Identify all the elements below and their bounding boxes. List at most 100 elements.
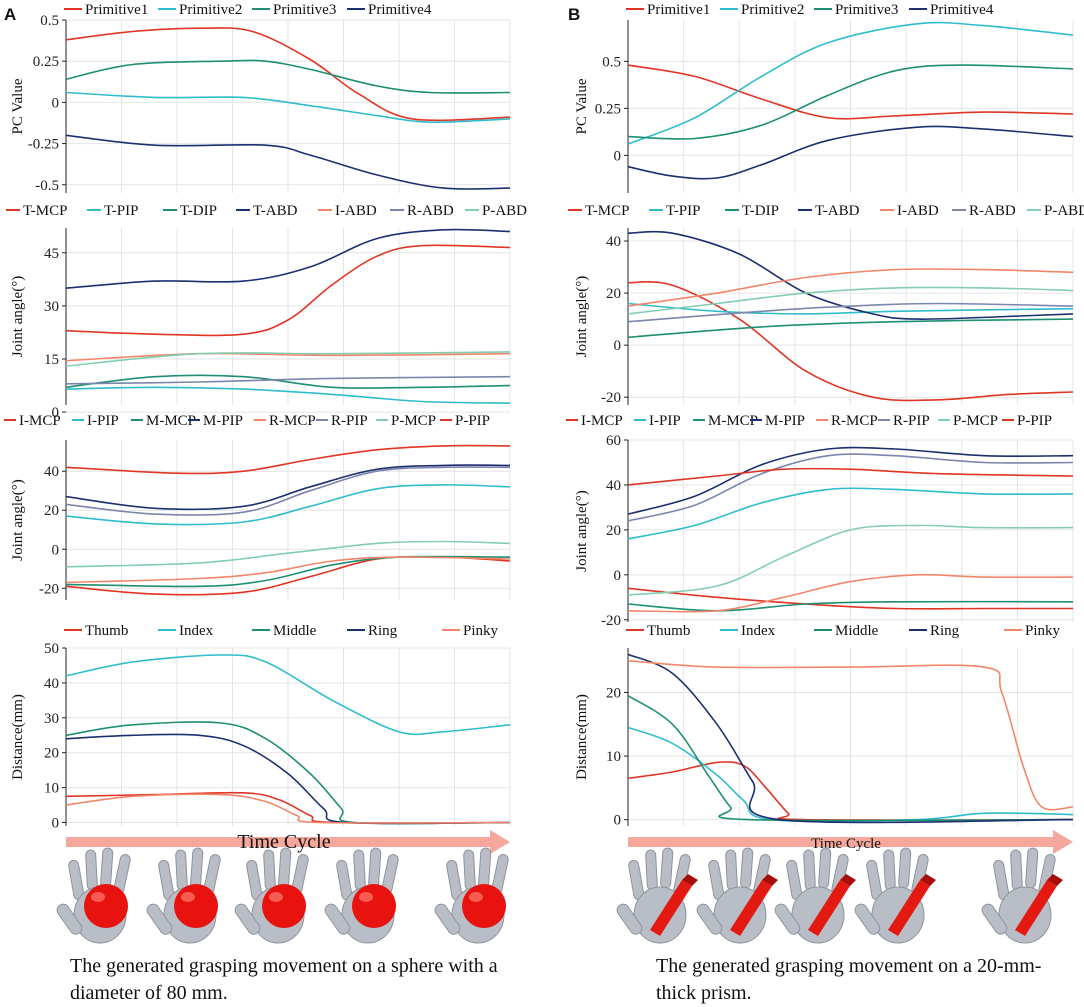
chart-a4: 50 40 30 20 10 0 Distance(mm) Thumb Index Middle R… [10,623,511,832]
hand-finger [1010,849,1023,891]
y-axis-label: Joint angle(°) [10,479,26,560]
y-tick-label: 40 [44,676,59,692]
hand-thumb [434,903,461,935]
legend-label: R-PIP [331,413,368,429]
time-arrow-shaft [66,837,492,847]
legend-label: R-ABD [407,203,454,219]
series-line-primitive2 [65,91,511,124]
legend-label: Ring [930,623,960,639]
legend-label: T-ABD [815,203,860,219]
y-tick-label: 30 [44,711,59,727]
hand-sphere-icon [234,847,309,944]
chart-a1: 0.5 0.25 0 -0.25 -0.5 PC Value Primitive1 Primi… [10,2,511,194]
legend-label: P-ABD [482,203,527,219]
hand-sphere-icon [434,847,509,944]
series-line-primitive1 [627,64,1074,120]
y-axis-label: PC Value [10,78,26,134]
hand-finger [660,847,674,889]
hand-finger [100,847,114,889]
series-line-pinky [65,793,511,824]
hand-finger [368,847,382,889]
legend-label: P-PIP [1017,413,1052,429]
hand-thumb [774,903,801,935]
legend-label: T-MCP [585,203,629,219]
sphere-object [262,884,306,928]
y-tick-label: 0 [614,568,622,584]
y-tick-label: 20 [44,503,59,519]
y-axis-label: Joint angle(°) [10,276,26,357]
series-line-pinky [627,659,1074,811]
hand-sphere-icon [56,847,131,944]
hand-thumb [234,903,261,935]
legend-label: Primitive3 [273,2,336,18]
y-tick-label: 0 [614,148,622,164]
hand-prism-icon [774,847,856,944]
y-tick-label: 10 [606,749,621,765]
y-tick-label: 0.25 [595,101,621,117]
time-arrow-head [1053,830,1073,854]
sphere-highlight [269,892,283,902]
legend-label: I-MCP [581,413,623,429]
hand-finger [190,847,204,889]
legend-label: Primitive1 [85,2,148,18]
sphere-object [174,884,218,928]
series-line-r-abd [627,302,1074,323]
hand-finger [175,849,188,891]
sphere-object [84,884,128,928]
hand-sphere-icon [146,847,221,944]
caption-b: The generated grasping movement on a 20-… [656,955,1042,1004]
series-line-p-pip [627,467,1074,486]
series-line-i-abd [65,352,511,362]
series-line-p-abd [627,286,1074,315]
series-line-index [65,654,511,736]
y-tick-label: -20 [601,390,621,406]
legend-label: R-PIP [893,413,930,429]
legend-label: T-DIP [742,203,779,219]
legend-label: I-MCP [19,413,61,429]
series-line-t-dip [627,318,1074,339]
hand-finger [818,847,832,889]
series-line-t-dip [65,374,511,389]
legend-label: Primitive2 [741,2,804,18]
y-tick-label: 20 [606,686,621,702]
y-tick-label: 0.25 [33,54,59,70]
legend-label: Pinky [1025,623,1061,639]
series-line-primitive2 [627,21,1074,145]
series-line-primitive1 [65,27,511,122]
y-tick-label: 60 [606,433,621,449]
hand-thumb [854,903,881,935]
hand-thumb [616,903,643,935]
legend-label: M-PIP [765,413,805,429]
sphere-highlight [469,892,483,902]
y-tick-label: 10 [44,781,59,797]
legend-label: T-DIP [180,203,217,219]
y-tick-label: 0.5 [602,54,621,70]
series-line-r-mcp [627,573,1074,613]
y-tick-label: 15 [44,352,59,368]
series-line-t-mcp [627,281,1074,402]
legend-label: Thumb [647,623,690,639]
series-line-i-pip [627,487,1074,540]
time-arrow-head [490,830,510,854]
legend-label: R-MCP [831,413,878,429]
series-line-i-pip [65,484,511,526]
legend-label: P-PIP [455,413,490,429]
legend-label: Middle [273,623,317,639]
legend-label: T-ABD [253,203,298,219]
chart-b3: 60 40 20 0 -20 Joint angle(°) I-MCP I-PIP M-MCP M… [566,413,1074,629]
series-line-r-pip [65,466,511,516]
panel-letter-b: B [568,5,581,24]
series-line-primitive3 [65,59,511,94]
y-axis-label: Distance(mm) [10,694,26,780]
hand-thumb [696,903,723,935]
series-line-primitive4 [65,134,511,190]
y-tick-label: -20 [601,613,621,629]
hand-finger [898,847,912,889]
legend-label: I-ABD [897,203,939,219]
series-line-m-pip [65,464,511,511]
series-line-p-mcp [65,540,511,568]
prism-top [762,874,778,886]
series-line-ring [627,653,1074,824]
legend-label: Primitive1 [647,2,710,18]
chart-a2: 45 30 15 0 Joint angle(°) T-MCP T-PIP T-DIP T-AB… [6,203,527,421]
